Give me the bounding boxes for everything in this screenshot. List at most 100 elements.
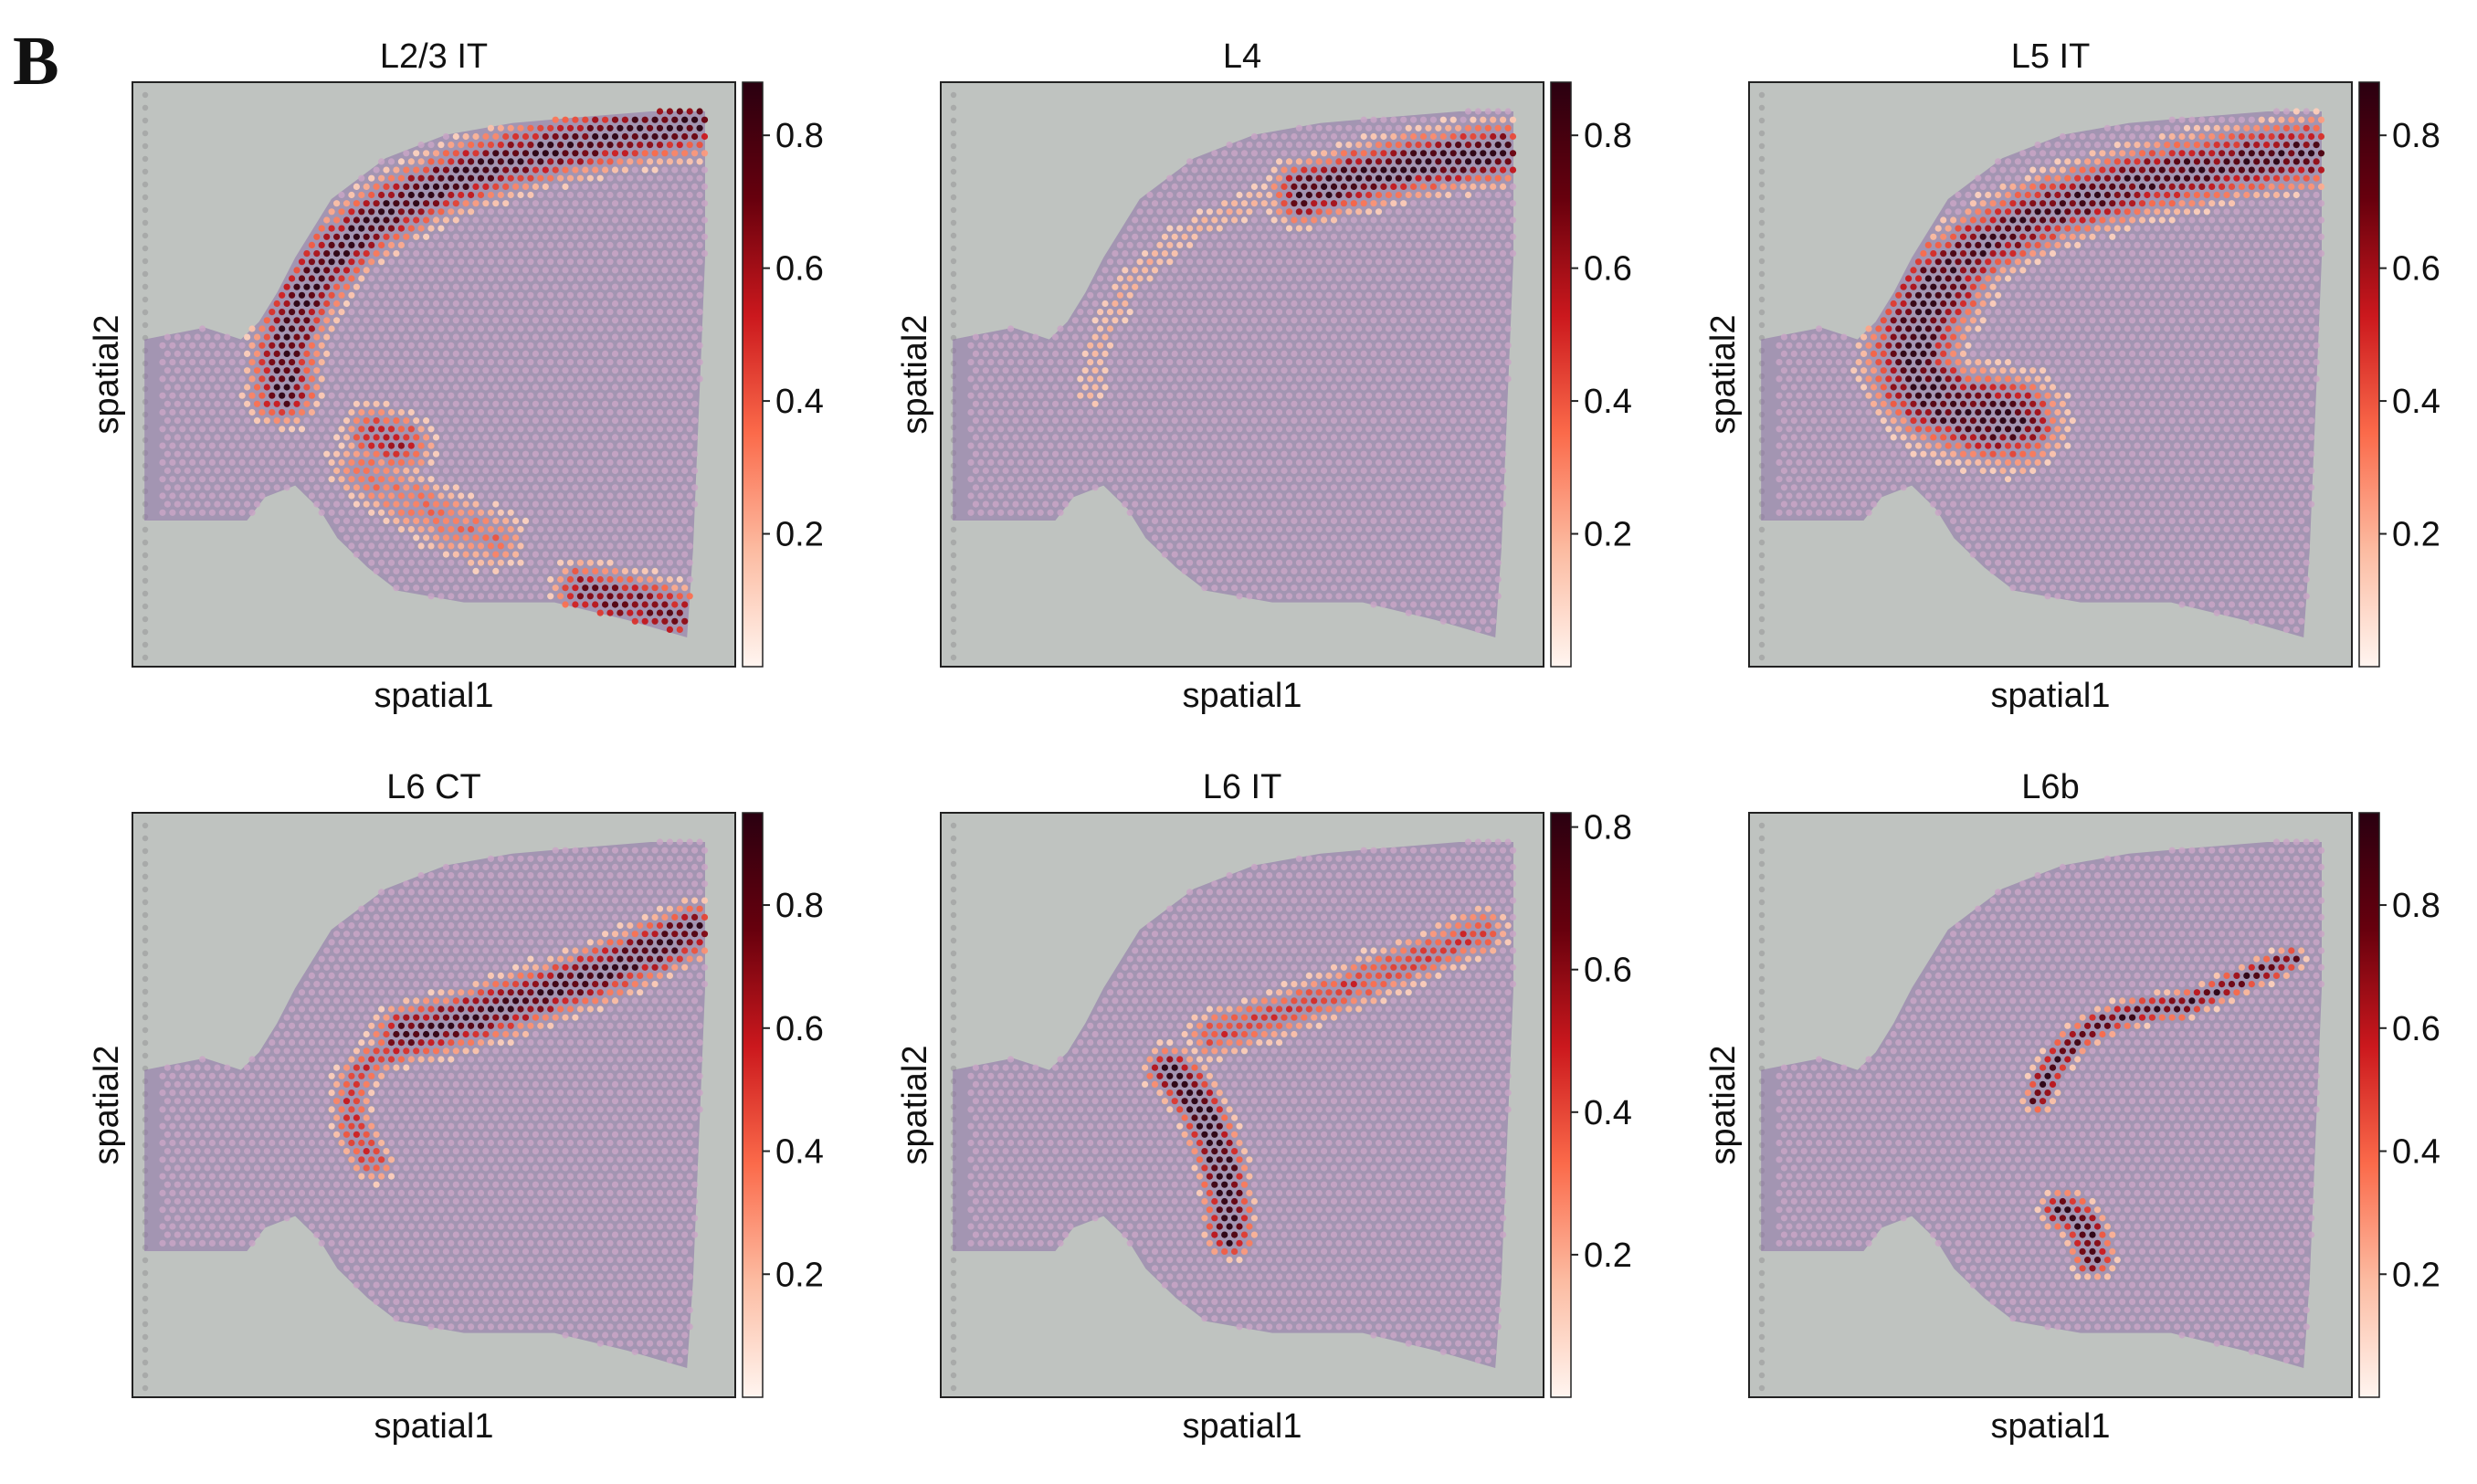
spot (244, 384, 251, 391)
spot (1325, 559, 1333, 566)
spot (512, 417, 520, 425)
spot (1315, 526, 1323, 533)
spot (527, 241, 534, 248)
spot (383, 534, 390, 542)
spot (343, 367, 351, 374)
spot (596, 408, 604, 416)
spot (1360, 551, 1367, 558)
spot (542, 317, 549, 324)
spot (596, 359, 604, 366)
spot (368, 375, 375, 383)
spot (1270, 132, 1278, 141)
spot (1216, 208, 1223, 216)
spot (1311, 484, 1318, 491)
spot (1295, 258, 1302, 266)
spot (586, 291, 594, 299)
spot (417, 408, 425, 416)
spot (263, 400, 270, 407)
spot (393, 317, 400, 324)
spot (552, 283, 559, 290)
spot (1260, 500, 1268, 508)
spot (1276, 509, 1283, 516)
spot (1449, 434, 1457, 441)
spot (1226, 342, 1233, 349)
spot (358, 458, 365, 466)
spot (174, 384, 181, 391)
spot (547, 375, 554, 383)
spot (661, 283, 669, 290)
spot (1017, 458, 1025, 466)
spot (686, 593, 693, 600)
spot (397, 208, 405, 216)
spot (1270, 250, 1278, 258)
spot (537, 442, 544, 449)
spot (244, 367, 251, 374)
spot (666, 208, 674, 216)
spot (637, 509, 644, 516)
fiducial-mark (950, 296, 957, 303)
spot (1270, 434, 1278, 441)
spot (1285, 142, 1293, 149)
spot (378, 476, 385, 483)
spot (1355, 258, 1363, 266)
spot (1270, 484, 1278, 491)
spot (432, 367, 440, 374)
spot (423, 166, 430, 174)
spot (1240, 333, 1249, 341)
spot (611, 400, 619, 407)
spot (1385, 142, 1392, 149)
spot (507, 509, 514, 516)
spot (462, 400, 469, 407)
spot (1470, 384, 1477, 391)
spot (627, 509, 634, 516)
spot (1405, 158, 1412, 165)
spot (293, 450, 300, 458)
spot (547, 291, 554, 299)
spot (1370, 250, 1377, 258)
spot (163, 384, 171, 391)
spot (1449, 384, 1457, 391)
spot (373, 333, 380, 341)
spot (507, 142, 514, 149)
spot (656, 309, 664, 316)
spot (627, 191, 634, 199)
spot (1260, 384, 1268, 391)
spot (1345, 208, 1353, 216)
spot (1365, 291, 1373, 299)
spot (1490, 267, 1497, 274)
spot (602, 434, 609, 441)
spot (1017, 442, 1025, 449)
spot (1494, 108, 1502, 115)
spot (397, 408, 405, 416)
spot (1395, 342, 1402, 349)
spot (1335, 124, 1343, 132)
spot (1136, 325, 1144, 332)
spot (1435, 142, 1442, 149)
spot (279, 309, 286, 316)
spot (1385, 442, 1392, 449)
spot (547, 359, 554, 366)
spot (676, 275, 683, 282)
spot (487, 241, 495, 248)
spot (1106, 325, 1114, 332)
spot (611, 200, 619, 207)
spot (1380, 283, 1387, 290)
spot (1236, 325, 1243, 332)
spot (1176, 208, 1184, 216)
spot (517, 225, 524, 232)
spot (611, 417, 619, 425)
spot (318, 275, 325, 282)
spot (482, 500, 490, 508)
spot (358, 174, 365, 182)
spot (1340, 166, 1347, 174)
spot (1236, 174, 1243, 182)
spot (1136, 442, 1144, 449)
spot (572, 216, 579, 224)
spot (532, 216, 540, 224)
spot (542, 132, 549, 141)
spot (462, 434, 469, 441)
spot (1405, 124, 1412, 132)
spot (1166, 542, 1174, 550)
spot (666, 426, 674, 433)
spot (1266, 492, 1273, 500)
